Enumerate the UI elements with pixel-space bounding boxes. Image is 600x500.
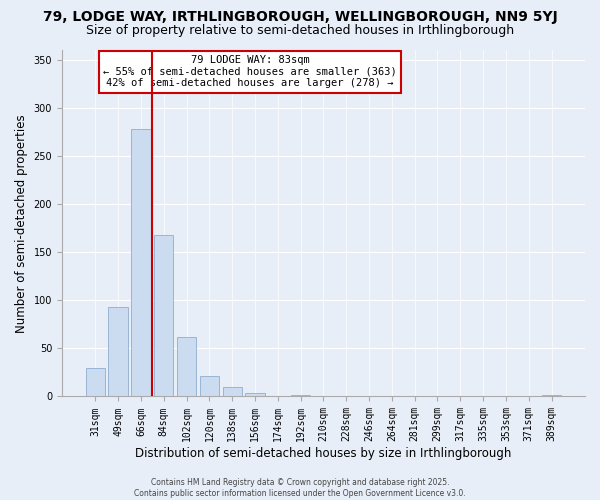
X-axis label: Distribution of semi-detached houses by size in Irthlingborough: Distribution of semi-detached houses by …: [135, 447, 512, 460]
Bar: [291, 394, 310, 396]
Bar: [223, 387, 242, 396]
Bar: [131, 129, 151, 396]
Bar: [109, 307, 128, 396]
Text: 79 LODGE WAY: 83sqm
← 55% of semi-detached houses are smaller (363)
42% of semi-: 79 LODGE WAY: 83sqm ← 55% of semi-detach…: [103, 55, 397, 88]
Bar: [154, 235, 173, 396]
Text: Contains HM Land Registry data © Crown copyright and database right 2025.
Contai: Contains HM Land Registry data © Crown c…: [134, 478, 466, 498]
Bar: [542, 394, 561, 396]
Text: Size of property relative to semi-detached houses in Irthlingborough: Size of property relative to semi-detach…: [86, 24, 514, 37]
Text: 79, LODGE WAY, IRTHLINGBOROUGH, WELLINGBOROUGH, NN9 5YJ: 79, LODGE WAY, IRTHLINGBOROUGH, WELLINGB…: [43, 10, 557, 24]
Y-axis label: Number of semi-detached properties: Number of semi-detached properties: [15, 114, 28, 332]
Bar: [200, 376, 219, 396]
Bar: [177, 337, 196, 396]
Bar: [86, 368, 105, 396]
Bar: [245, 392, 265, 396]
